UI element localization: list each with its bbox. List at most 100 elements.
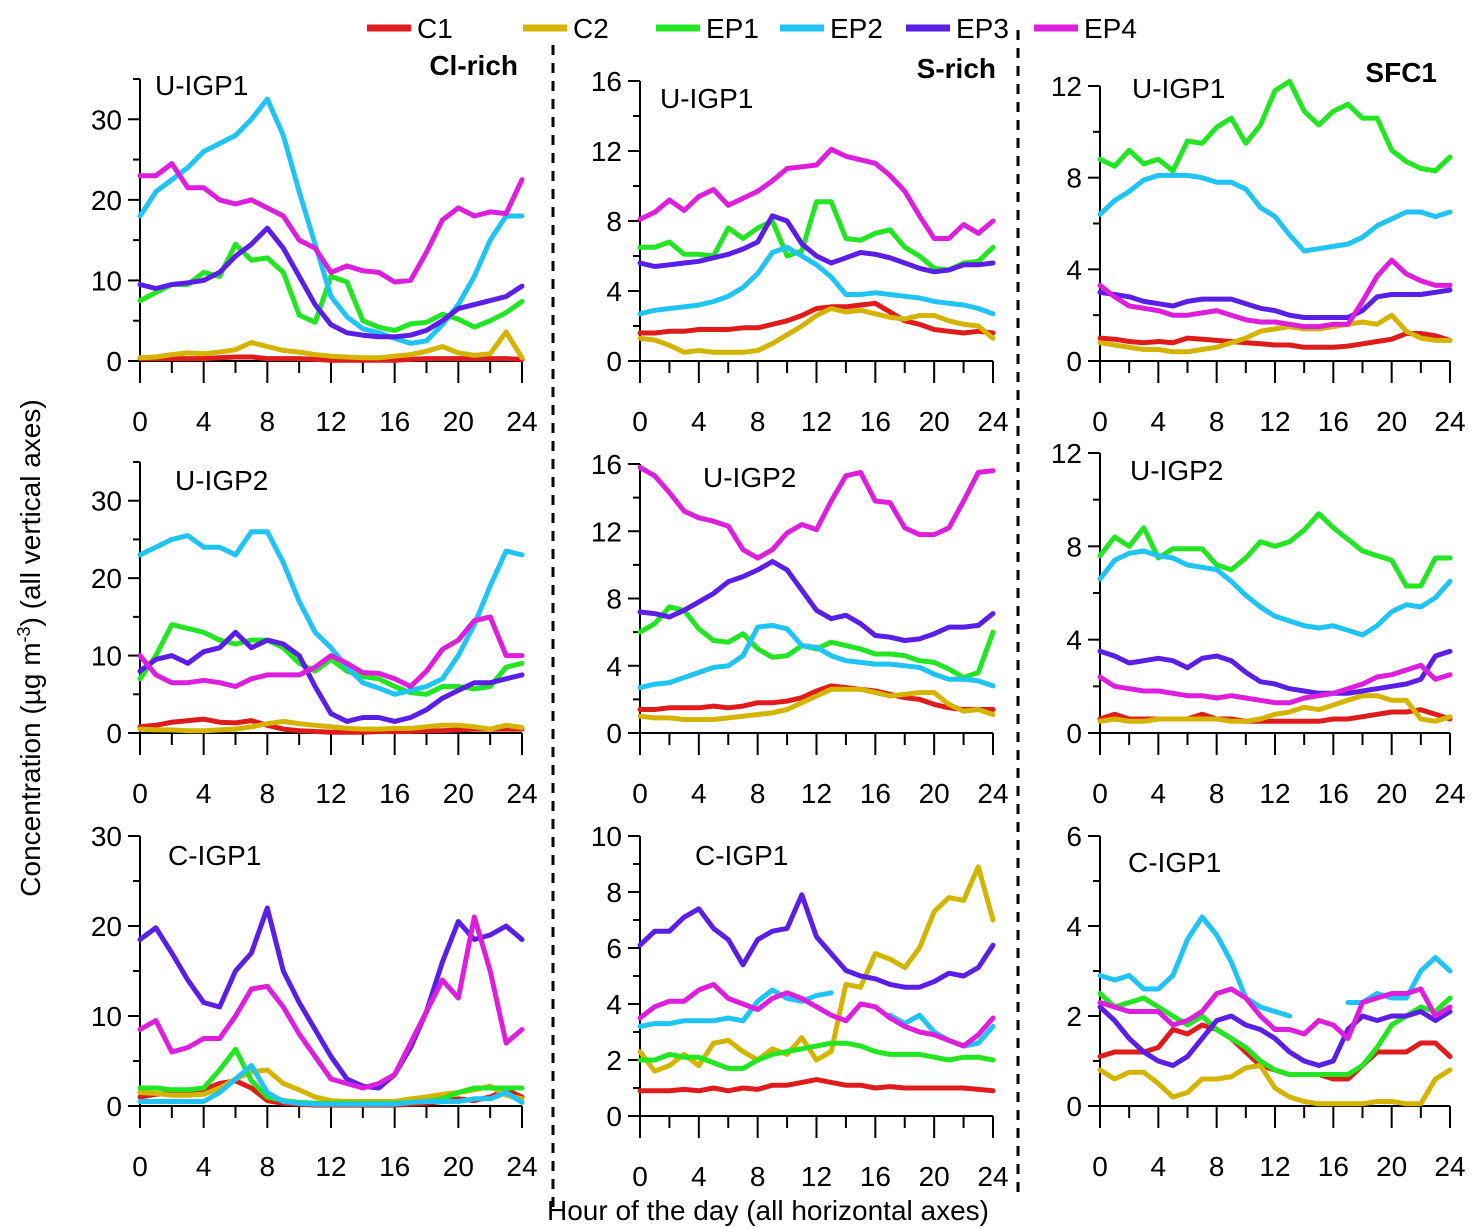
- series-line-ep3: [137, 629, 525, 724]
- x-tick-label: 0: [1092, 778, 1108, 809]
- y-tick-label: 20: [91, 563, 122, 594]
- y-tick-label: 2: [606, 1045, 622, 1076]
- y-tick-label: 20: [91, 185, 122, 216]
- panel-u-igp2-s-rich: 0 4 8 12 16 20 24 0 4 8 12 16 U-IGP2: [591, 449, 1009, 809]
- series-line-c1: [637, 683, 996, 712]
- x-tick-label: 24: [506, 778, 537, 809]
- x-tick-label: 0: [132, 778, 148, 809]
- y-tick-label: 12: [591, 136, 622, 167]
- x-tick-label: 0: [632, 406, 648, 437]
- series-line-ep2: [137, 1063, 525, 1107]
- x-tick-label: 16: [1318, 778, 1349, 809]
- y-tick-label: 0: [1066, 1091, 1082, 1122]
- y-tick-label: 10: [91, 1001, 122, 1032]
- x-tick-label: 24: [1434, 406, 1465, 437]
- y-tick-label: 12: [1051, 438, 1082, 469]
- x-tick-label: 4: [691, 406, 707, 437]
- panel-label: C-IGP1: [1128, 847, 1221, 878]
- x-tick-label: 4: [1151, 778, 1167, 809]
- legend: C1 C2 EP1 EP2 EP3 EP4: [367, 13, 1137, 44]
- panel-u-igp1-s-rich: 0 4 8 12 16 20 24 0 4 8 12 16 U-IGP1 S-rich: [591, 53, 1009, 437]
- y-tick-label: 0: [606, 346, 622, 377]
- y-axis-title-tail: ) (all vertical axes): [15, 399, 46, 626]
- y-tick-label: 4: [606, 989, 622, 1020]
- y-tick-label: 12: [591, 516, 622, 547]
- series-line-ep4: [1097, 257, 1453, 330]
- series-line-ep1: [1097, 511, 1453, 589]
- series-line-ep3: [137, 905, 525, 1091]
- series-line-ep3: [1097, 1004, 1453, 1068]
- x-tick-label: 4: [1151, 406, 1167, 437]
- y-tick-label: 10: [591, 821, 622, 852]
- x-tick-label: 4: [196, 778, 212, 809]
- y-tick-label: 30: [91, 104, 122, 135]
- series-line-c2: [137, 718, 525, 734]
- series-line-ep1: [1097, 78, 1453, 174]
- series-line-c2: [137, 329, 525, 361]
- x-tick-label: 20: [1376, 778, 1407, 809]
- x-tick-label: 16: [1318, 406, 1349, 437]
- series-line-ep4: [137, 161, 525, 285]
- x-tick-label: 4: [196, 406, 212, 437]
- series-line-ep4: [637, 464, 996, 561]
- y-tick-label: 4: [1066, 254, 1082, 285]
- x-tick-label: 12: [1259, 778, 1290, 809]
- x-tick-label: 0: [632, 1161, 648, 1192]
- x-tick-label: 24: [1434, 778, 1465, 809]
- series-line-ep2: [137, 529, 525, 697]
- series-line-ep2: [637, 244, 996, 317]
- panel-u-igp1-sfc1: 0 4 8 12 16 20 24 0 4 8 12 U-IGP1 SFC1: [1051, 57, 1466, 437]
- series-line-ep3: [1097, 648, 1453, 696]
- x-tick-label: 24: [977, 778, 1008, 809]
- legend-label-c2: C2: [573, 13, 609, 44]
- series-line-ep4: [1097, 986, 1453, 1041]
- x-tick-label: 0: [1092, 406, 1108, 437]
- series-line-ep4: [1097, 662, 1453, 706]
- panel-label: C-IGP1: [168, 840, 261, 871]
- column-label-s-rich: S-rich: [917, 53, 996, 84]
- y-tick-label: 30: [91, 486, 122, 517]
- series-line-c2: [637, 306, 996, 355]
- legend-label-ep4: EP4: [1084, 13, 1137, 44]
- series-line-ep2: [637, 622, 996, 691]
- x-tick-label: 12: [315, 1151, 346, 1182]
- series-line-ep4: [137, 614, 525, 689]
- series-line-ep2: [1097, 172, 1453, 254]
- y-tick-label: 0: [1066, 718, 1082, 749]
- x-tick-label: 20: [443, 1151, 474, 1182]
- y-tick-label: 30: [91, 821, 122, 852]
- panel-label: U-IGP2: [703, 462, 796, 493]
- y-axis-title-sup: -3: [14, 626, 34, 642]
- series-line-c1: [137, 716, 525, 735]
- x-tick-label: 12: [1259, 406, 1290, 437]
- x-tick-label: 24: [977, 406, 1008, 437]
- legend-label-ep3: EP3: [956, 13, 1009, 44]
- y-tick-label: 4: [606, 276, 622, 307]
- x-tick-label: 16: [860, 778, 891, 809]
- x-tick-label: 12: [1259, 1151, 1290, 1182]
- y-tick-label: 0: [106, 718, 122, 749]
- series-line-ep3: [637, 892, 996, 990]
- x-tick-label: 0: [132, 1151, 148, 1182]
- x-tick-label: 0: [632, 778, 648, 809]
- series-line-ep4: [637, 146, 996, 241]
- x-tick-label: 24: [506, 406, 537, 437]
- x-tick-label: 4: [691, 1161, 707, 1192]
- x-tick-label: 4: [691, 778, 707, 809]
- x-tick-label: 24: [1434, 1151, 1465, 1182]
- series-line-c2: [1097, 1063, 1453, 1107]
- y-tick-label: 6: [606, 933, 622, 964]
- y-tick-label: 0: [606, 718, 622, 749]
- x-tick-label: 20: [1376, 1151, 1407, 1182]
- column-label-sfc1: SFC1: [1365, 57, 1437, 88]
- series-line-ep2: [1097, 548, 1453, 638]
- series-line-c2: [1097, 693, 1453, 724]
- series-line-c2: [637, 864, 996, 1074]
- x-tick-label: 16: [379, 406, 410, 437]
- x-tick-label: 16: [860, 1161, 891, 1192]
- x-tick-label: 8: [260, 778, 276, 809]
- y-tick-label: 8: [606, 206, 622, 237]
- x-tick-label: 8: [260, 406, 276, 437]
